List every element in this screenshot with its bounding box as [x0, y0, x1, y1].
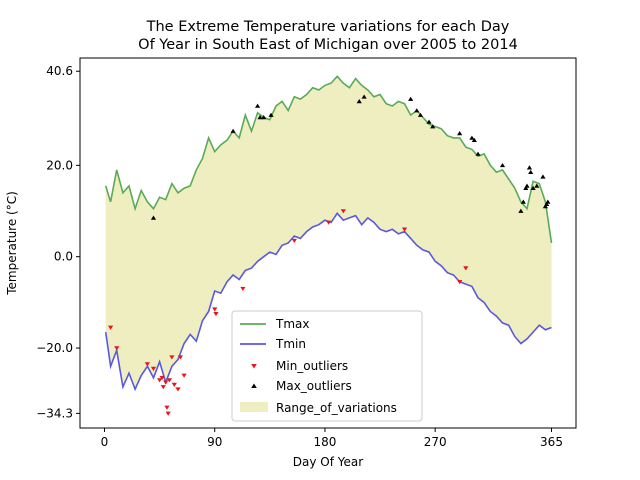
x-axis-label: Day Of Year — [293, 455, 363, 469]
min-outlier-point — [212, 307, 218, 312]
max-outlier-point — [261, 115, 267, 120]
max-outlier-point — [475, 151, 481, 156]
min-outlier-point — [181, 373, 187, 378]
min-outlier-point — [108, 325, 114, 330]
y-tick-label: 20.0 — [46, 158, 73, 172]
max-outlier-point — [518, 208, 524, 213]
max-outlier-point — [542, 204, 548, 209]
legend-max-outliers-swatch — [251, 383, 257, 388]
y-tick-label: 0.0 — [54, 250, 73, 264]
max-outlier-point — [356, 99, 362, 104]
max-outlier-point — [150, 215, 157, 220]
range-of-variations-area — [105, 76, 552, 390]
min-outlier-point — [171, 382, 177, 387]
max-outlier-point — [526, 165, 533, 170]
max-outlier-point — [361, 94, 367, 99]
min-outlier-point — [326, 220, 332, 225]
chart-title-line-2: Of Year in South East of Michigan over 2… — [138, 37, 518, 53]
max-outlier-point — [534, 183, 540, 188]
min-outlier-point — [175, 387, 181, 392]
min-outlier-point — [150, 366, 157, 371]
min-outlier-point — [291, 238, 297, 244]
max-outlier-point — [545, 199, 551, 204]
min-outlier-point — [213, 311, 219, 317]
min-outlier-point — [169, 355, 175, 360]
y-axis-label: Temperature (°C) — [5, 191, 19, 296]
legend-min-outliers-swatch — [251, 364, 257, 369]
min-outlier-point — [240, 286, 246, 292]
min-outlier-point — [160, 385, 166, 390]
plot-frame — [79, 57, 577, 429]
max-outlier-point — [408, 96, 414, 101]
max-outlier-point — [528, 169, 534, 175]
min-outlier-point — [166, 378, 173, 383]
min-outlier-point — [457, 280, 463, 285]
max-outlier-point — [426, 119, 432, 124]
max-outlier-point — [469, 135, 475, 140]
min-outlier-point — [177, 355, 184, 360]
x-tick-label: 365 — [540, 435, 563, 449]
min-outlier-point — [114, 346, 120, 351]
max-outlier-point — [257, 115, 263, 120]
max-outlier-point — [430, 124, 436, 129]
legend: Tmax Tmin Min_outliers Max_outliers Rang… — [231, 310, 423, 422]
x-tick-label: 180 — [313, 435, 336, 449]
min-outlier-point — [165, 411, 171, 416]
min-outlier-point — [159, 375, 165, 381]
min-outlier-point — [164, 405, 170, 410]
max-outlier-point — [520, 199, 526, 204]
min-outlier-point — [163, 380, 169, 385]
max-outlier-point — [524, 183, 530, 188]
x-tick-label: 270 — [424, 435, 447, 449]
legend-range-swatch — [240, 402, 268, 412]
max-outlier-point — [254, 103, 261, 108]
y-tick-label: −34.3 — [36, 406, 73, 420]
x-tick-label: 0 — [101, 435, 109, 449]
y-tick-label: −20.0 — [36, 341, 73, 355]
y-tick-label: 40.6 — [46, 64, 73, 78]
max-outlier-point — [268, 112, 274, 117]
max-outlier-point — [230, 128, 236, 133]
legend-tmax-label: Tmax — [275, 317, 309, 331]
legend-box — [231, 310, 423, 422]
min-outlier-point — [157, 378, 163, 383]
max-outlier-point — [417, 112, 424, 117]
legend-max-outliers-label: Max_outliers — [276, 379, 352, 393]
legend-tmin-label: Tmin — [275, 337, 306, 351]
max-outlier-point — [540, 174, 546, 179]
max-outlier-point — [457, 131, 463, 136]
plot-area — [104, 75, 553, 416]
y-axis: −34.3 −20.0 0.0 20.0 40.6 — [36, 64, 80, 420]
max-outlier-point — [530, 185, 536, 191]
chart-title-line-1: The Extreme Temperature variations for e… — [146, 19, 510, 35]
legend-range-label: Range_of_variations — [276, 401, 397, 415]
max-outlier-point — [544, 201, 550, 206]
legend-min-outliers-label: Min_outliers — [276, 359, 348, 373]
max-outlier-point — [414, 108, 420, 113]
min-outlier-point — [340, 209, 346, 214]
min-outlier-point — [401, 227, 408, 232]
min-outlier-point — [144, 362, 150, 367]
min-outlier-point — [463, 266, 469, 271]
x-axis: 0 90 180 270 365 — [101, 428, 563, 449]
x-tick-label: 90 — [207, 435, 222, 449]
max-outlier-point — [499, 163, 506, 168]
max-outlier-point — [523, 185, 529, 191]
max-outlier-point — [471, 137, 477, 143]
